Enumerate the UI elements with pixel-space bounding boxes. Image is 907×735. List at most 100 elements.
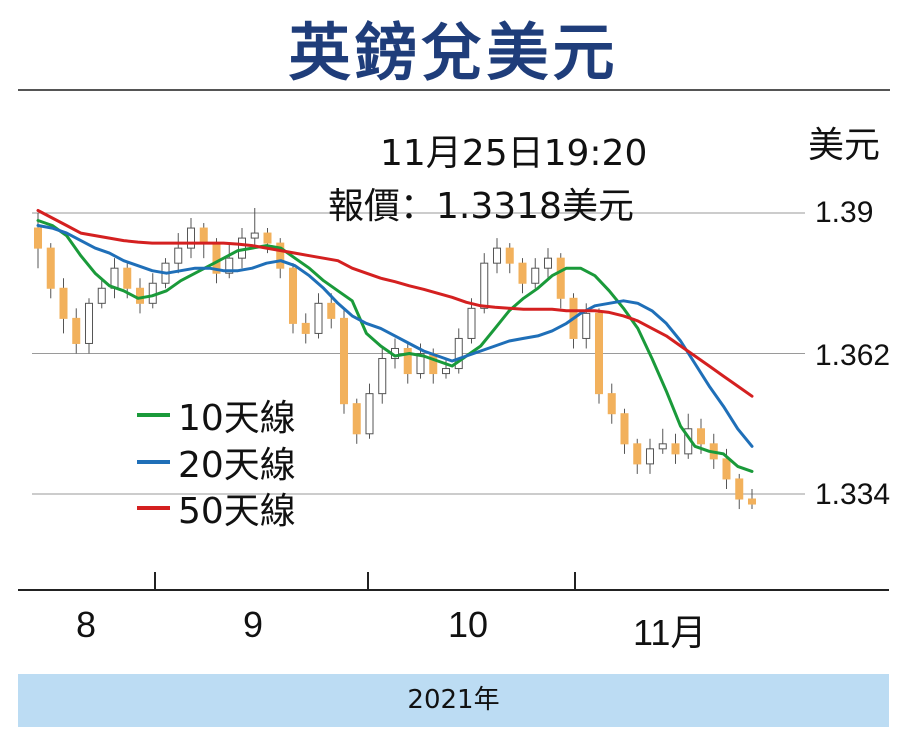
- candlestick: [441, 358, 451, 379]
- candle-body: [607, 393, 616, 415]
- candlestick: [327, 293, 336, 329]
- candlestick: [174, 233, 183, 274]
- candle-body: [378, 358, 387, 395]
- candle-body: [301, 322, 310, 334]
- x-tick-label: 10: [448, 604, 489, 645]
- candle-body: [594, 312, 604, 395]
- candle-body: [531, 267, 540, 284]
- candle-body: [556, 257, 565, 299]
- candlestick: [671, 433, 680, 464]
- candle-body: [582, 312, 591, 339]
- y-axis-unit: 美元: [808, 125, 881, 166]
- candlestick: [531, 258, 540, 289]
- legend-item-ma20: 20天線: [137, 436, 296, 488]
- year-footer: 2021年: [18, 674, 889, 727]
- candle-body: [46, 247, 55, 289]
- candle-body: [467, 307, 476, 339]
- candle-body: [454, 337, 463, 370]
- candlestick: [276, 238, 285, 279]
- candlestick: [607, 383, 616, 424]
- candlestick: [46, 243, 55, 299]
- candlestick: [186, 218, 196, 259]
- candlestick: [735, 473, 744, 510]
- candle-body: [696, 428, 706, 445]
- y-tick-label: 1.39: [815, 196, 874, 229]
- legend-label: 10天線: [178, 398, 296, 439]
- candlestick: [97, 278, 106, 309]
- candlestick: [378, 348, 387, 404]
- x-tick-label: 9: [243, 604, 264, 645]
- candlestick: [135, 278, 145, 314]
- quote-time: 11月25日19:20: [380, 133, 648, 174]
- candle-body: [735, 478, 744, 500]
- candle-body: [327, 302, 336, 319]
- candlestick: [467, 298, 476, 344]
- title-divider: [18, 89, 890, 91]
- candlestick: [352, 398, 361, 444]
- candlestick: [225, 243, 234, 279]
- x-tick-label: 8: [76, 604, 97, 645]
- candle-body: [416, 353, 425, 375]
- candle-body: [658, 443, 667, 450]
- candle-body: [518, 262, 527, 284]
- candle-body: [492, 247, 502, 264]
- candlestick: [492, 238, 502, 274]
- candle-body: [722, 458, 731, 480]
- candle-body: [276, 242, 285, 269]
- candle-body: [645, 448, 655, 465]
- ma20-line: [36, 224, 754, 448]
- legend-item-ma10: 10天線: [137, 389, 296, 441]
- candle-body: [620, 413, 629, 445]
- chart-title: 英鎊兌美元: [288, 16, 619, 89]
- x-tick-label: 11月: [633, 612, 707, 653]
- legend-swatch: [137, 413, 170, 417]
- candle-body: [263, 232, 272, 244]
- candle-body: [671, 443, 680, 455]
- candle-body: [199, 227, 208, 244]
- candle-body: [33, 227, 43, 249]
- candlestick: [199, 223, 208, 259]
- candle-body: [543, 257, 553, 269]
- candlestick: [403, 343, 412, 384]
- candle-body: [186, 227, 196, 249]
- candlestick: [84, 298, 94, 354]
- candle-body: [505, 247, 514, 264]
- candlestick: [658, 428, 667, 454]
- candle-body: [288, 267, 298, 324]
- legend-swatch: [137, 506, 170, 510]
- candle-body: [441, 368, 451, 375]
- candle-body: [84, 302, 94, 344]
- candle-body: [72, 317, 81, 344]
- candlestick: [288, 263, 298, 334]
- quote-price: 報價：1.3318美元: [328, 186, 634, 227]
- candlestick: [543, 248, 553, 279]
- ma50-line: [36, 209, 754, 398]
- candlestick: [72, 308, 81, 354]
- candlestick: [365, 383, 374, 439]
- candlestick: [556, 253, 565, 309]
- candle-body: [403, 347, 412, 375]
- candlestick: [33, 213, 43, 269]
- y-tick-label: 1.334: [815, 478, 891, 511]
- candle-body: [747, 498, 757, 505]
- candle-body: [314, 302, 323, 334]
- candlestick: [480, 253, 489, 314]
- candle-body: [339, 317, 349, 405]
- candle-body: [633, 443, 642, 465]
- candlestick: [645, 438, 655, 474]
- candlestick: [633, 438, 642, 474]
- candle-body: [352, 403, 361, 435]
- candlestick: [620, 408, 629, 454]
- candlestick: [518, 258, 527, 294]
- candle-body: [365, 393, 374, 435]
- candlestick: [110, 258, 119, 299]
- candle-body: [59, 287, 68, 319]
- candle-body: [97, 287, 106, 304]
- ma10-line: [36, 219, 754, 473]
- candlestick: [59, 278, 68, 334]
- candlestick: [454, 328, 463, 374]
- candlestick: [148, 273, 157, 309]
- candle-body: [480, 262, 489, 309]
- candlestick: [505, 243, 514, 274]
